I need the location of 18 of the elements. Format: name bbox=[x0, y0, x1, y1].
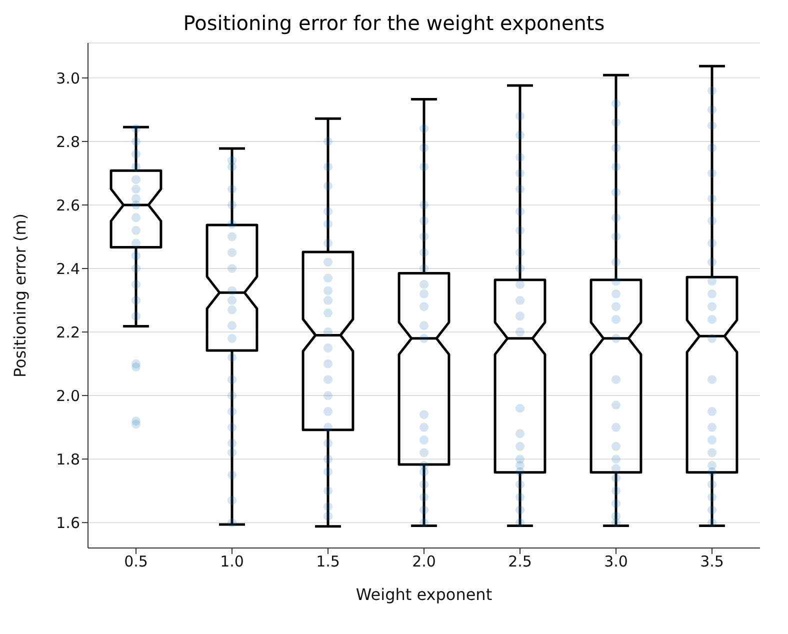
y-tick-label: 2.0 bbox=[56, 386, 80, 405]
y-axis-title: Positioning error (m) bbox=[10, 213, 30, 378]
x-axis-title: Weight exponent bbox=[356, 585, 492, 604]
x-tick-label: 2.0 bbox=[412, 552, 436, 571]
x-tick-label: 3.0 bbox=[604, 552, 628, 571]
x-tick-label: 1.5 bbox=[316, 552, 340, 571]
x-tick-label: 1.0 bbox=[220, 552, 244, 571]
y-tick-label: 2.8 bbox=[56, 132, 80, 151]
y-tick-label: 2.4 bbox=[56, 260, 80, 278]
y-tick-label: 2.6 bbox=[56, 196, 80, 214]
y-tick-label: 1.6 bbox=[56, 514, 80, 532]
x-tick-label: 3.5 bbox=[700, 552, 724, 571]
x-tick-label: 0.5 bbox=[124, 552, 148, 571]
y-tick-label: 2.2 bbox=[56, 323, 80, 342]
y-tick-label: 1.8 bbox=[56, 450, 80, 468]
x-tick-label: 2.5 bbox=[508, 552, 532, 571]
y-tick-label: 3.0 bbox=[56, 69, 80, 88]
chart-title: Positioning error for the weight exponents bbox=[182, 10, 606, 37]
